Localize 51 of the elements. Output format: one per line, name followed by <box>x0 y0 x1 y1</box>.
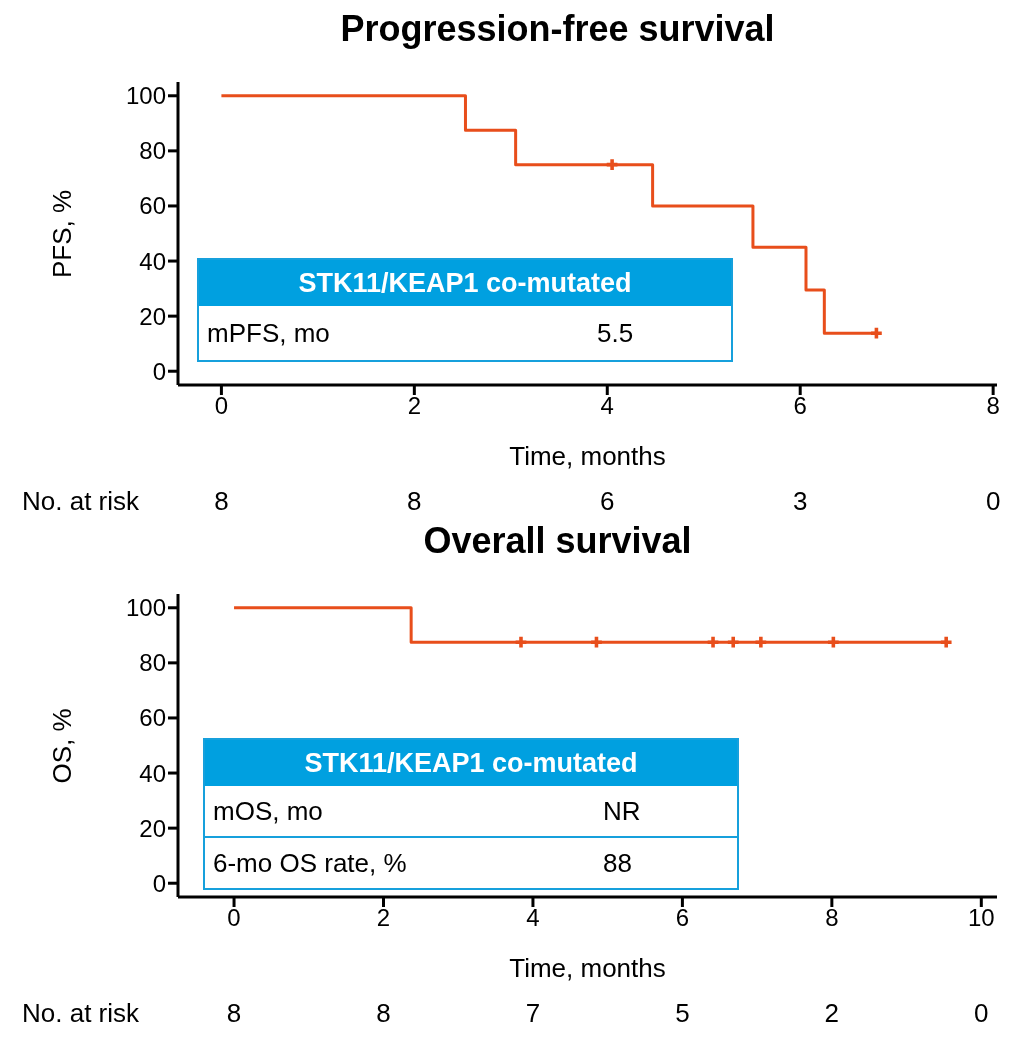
y-tick-label: 40 <box>139 759 166 787</box>
text: 0 <box>985 486 1001 517</box>
text: 8 <box>376 998 391 1029</box>
y-tick-label: 60 <box>139 704 166 732</box>
y-tick-label: 100 <box>125 594 166 622</box>
y-tick-label: 60 <box>139 192 166 220</box>
x-tick-label: 6 <box>793 392 807 420</box>
text: 0 <box>974 998 989 1029</box>
y-tick-label: 0 <box>152 869 166 897</box>
chart-title: Overall survival <box>422 520 693 562</box>
text: 8 <box>226 998 242 1029</box>
annotation: mPFS, mo <box>206 317 331 349</box>
text: 7 <box>525 998 541 1029</box>
y-tick-label: 20 <box>139 814 166 842</box>
x-axis-title: Time, months <box>509 953 666 983</box>
text: No. at risk <box>22 998 140 1029</box>
text: 8 <box>407 486 422 517</box>
x-tick-label: 8 <box>825 904 839 932</box>
x-tick-label: 0 <box>227 904 241 932</box>
table-header: STK11/KEAP1 co-mutated <box>205 740 737 786</box>
info-table: STK11/KEAP1 co-mutated mPFS, mo 5.5 <box>197 258 733 362</box>
table-header: STK11/KEAP1 co-mutated <box>199 260 731 306</box>
text: 6 <box>600 486 615 517</box>
x-tick-label: 2 <box>407 392 422 420</box>
x-tick-label: 4 <box>600 392 614 420</box>
annotation: 6-mo OS rate, % <box>212 847 408 879</box>
text: No. at risk <box>22 486 140 517</box>
y-tick-label: 100 <box>125 82 166 110</box>
annotation: 88 <box>603 847 632 879</box>
x-tick-label: 4 <box>526 904 540 932</box>
text: 8 <box>214 486 229 517</box>
y-axis-title: OS, % <box>46 707 78 784</box>
text: 3 <box>792 486 808 517</box>
y-tick-label: 80 <box>139 649 166 677</box>
x-tick-label: 0 <box>214 392 229 420</box>
text: 5 <box>675 998 690 1029</box>
x-axis-title: Time, months <box>509 441 666 471</box>
annotation: mOS, mo <box>212 795 324 827</box>
x-tick-label: 8 <box>986 392 1000 420</box>
text: 2 <box>824 998 840 1029</box>
y-tick-label: 40 <box>139 247 166 275</box>
y-tick-label: 20 <box>139 302 166 330</box>
y-tick-label: 80 <box>139 137 166 165</box>
x-tick-label: 6 <box>675 904 690 932</box>
y-axis-title: PFS, % <box>46 189 78 278</box>
x-tick-label: 10 <box>967 904 995 932</box>
annotation: NR <box>603 795 641 827</box>
chart-title: Progression-free survival <box>339 8 776 50</box>
annotation: 5.5 <box>597 317 634 349</box>
x-tick-label: 2 <box>376 904 391 932</box>
y-tick-label: 0 <box>152 357 166 385</box>
